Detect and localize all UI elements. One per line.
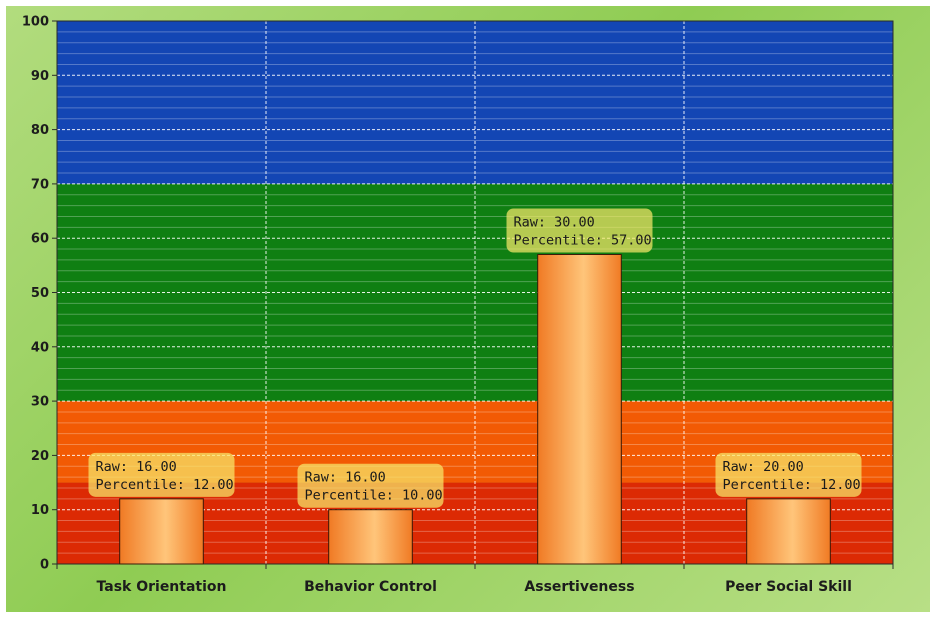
bar: [119, 498, 204, 565]
y-tick-label: 90: [31, 69, 49, 84]
y-tick-label: 20: [31, 449, 49, 464]
x-tick-label: Behavior Control: [304, 579, 437, 595]
y-tick-label: 10: [31, 503, 49, 518]
data-label-box: [297, 463, 444, 508]
y-tick-label: 80: [31, 123, 49, 138]
data-label-box: [506, 208, 653, 253]
y-tick-label: 100: [22, 15, 49, 30]
x-tick-label: Peer Social Skill: [725, 579, 852, 595]
y-tick-label: 30: [31, 395, 49, 410]
data-label-raw: Raw: 16.00: [96, 459, 177, 475]
y-tick-label: 60: [31, 232, 49, 247]
data-label-percentile: Percentile: 12.00: [723, 477, 861, 493]
y-axis: 0 10 20 30 40 50 60 70 80 90 100: [22, 15, 57, 573]
data-label-raw: Raw: 16.00: [305, 470, 386, 486]
bar: [746, 498, 831, 565]
bar: [328, 509, 413, 565]
data-label-raw: Raw: 30.00: [514, 214, 595, 230]
data-label-percentile: Percentile: 10.00: [305, 488, 443, 504]
data-label-raw: Raw: 20.00: [723, 459, 804, 475]
data-label-percentile: Percentile: 57.00: [514, 232, 652, 248]
data-label-box: [88, 452, 235, 497]
x-tick-label: Task Orientation: [97, 579, 227, 595]
data-label-box: [715, 452, 862, 497]
y-tick-label: 70: [31, 177, 49, 192]
x-tick-label: Assertiveness: [524, 579, 634, 595]
data-label-percentile: Percentile: 12.00: [96, 477, 234, 493]
y-tick-label: 40: [31, 340, 49, 355]
x-axis: Task Orientation Behavior Control Assertiv…: [56, 564, 894, 595]
bar: [537, 253, 622, 565]
y-tick-label: 50: [31, 286, 49, 301]
y-tick-label: 0: [40, 558, 49, 573]
data-labels: Raw: 16.00 Percentile: 12.00 Raw: 16.00 Per…: [88, 208, 862, 508]
bars: [119, 253, 831, 565]
